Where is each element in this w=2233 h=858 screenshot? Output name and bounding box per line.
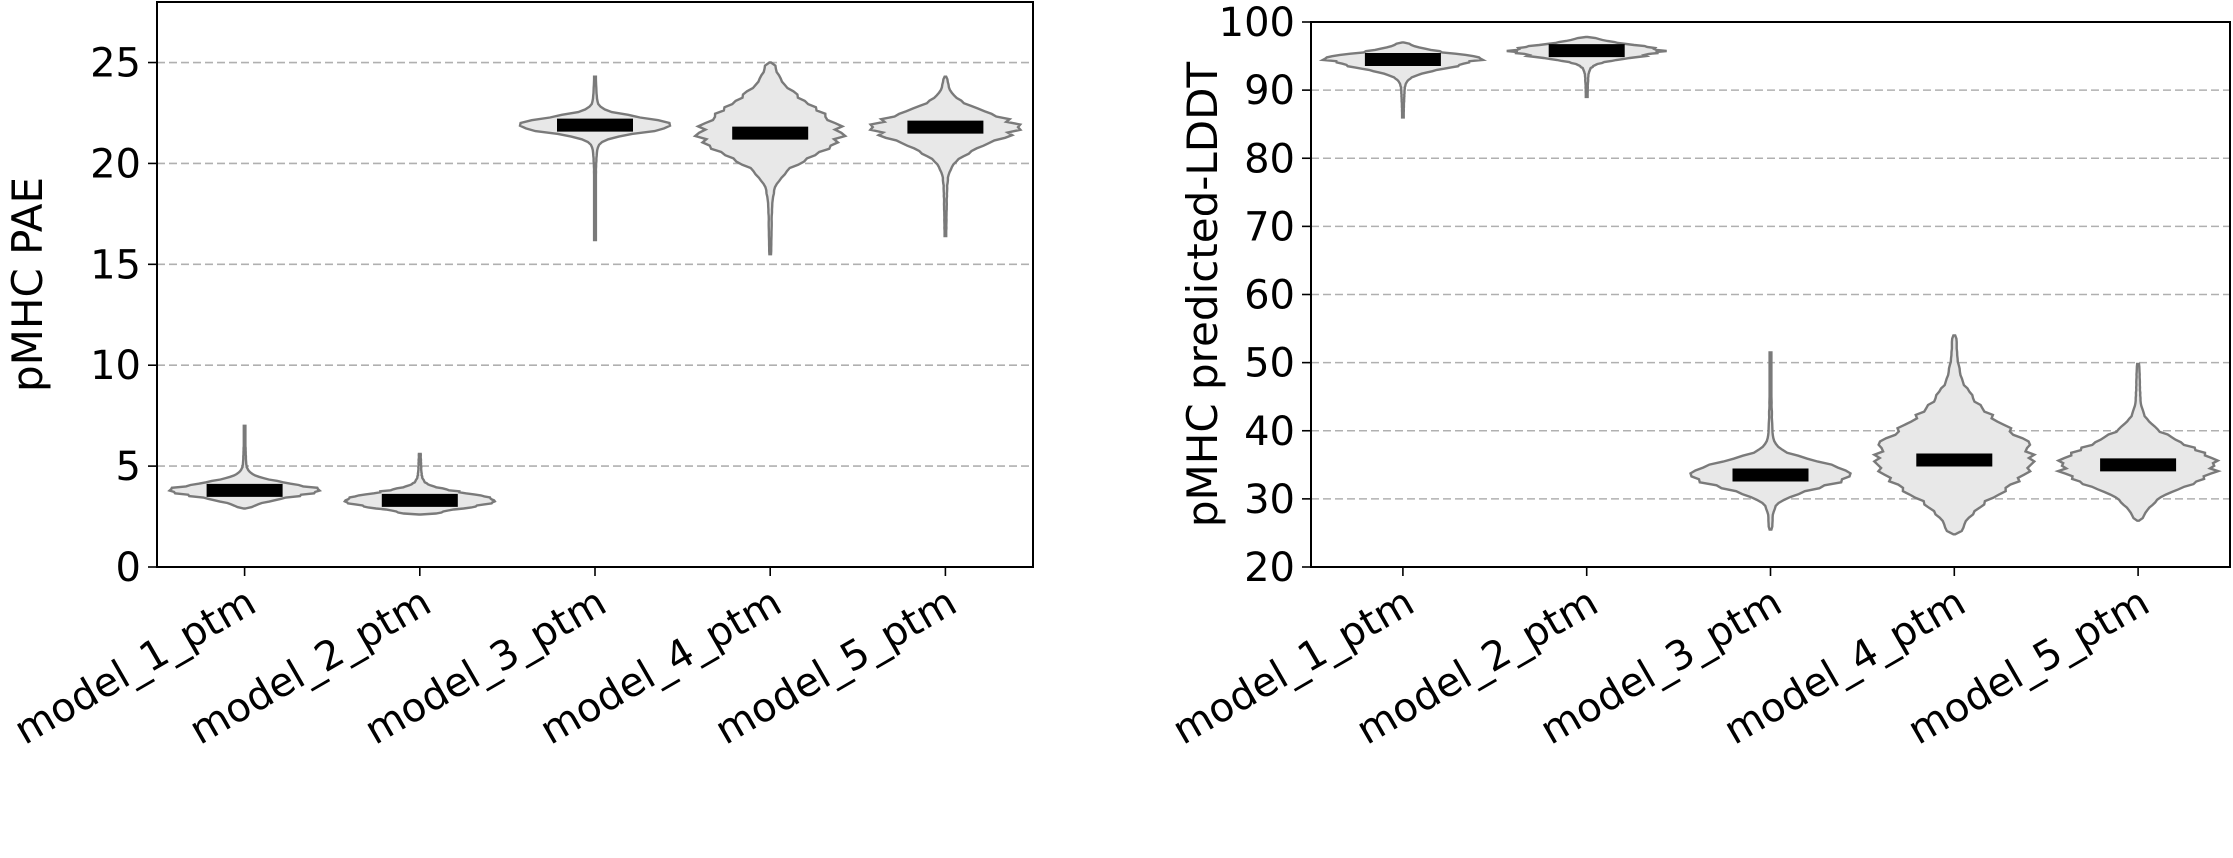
violin-model_1_ptm <box>1318 41 1488 119</box>
violin-model_5_ptm <box>868 75 1023 238</box>
y-tick-label: 90 <box>1244 68 1295 114</box>
y-tick-label: 20 <box>1244 545 1295 591</box>
y-tick-label: 25 <box>90 41 141 87</box>
violin-model_5_ptm <box>2054 362 2222 522</box>
violin-model_3_ptm <box>1689 351 1852 531</box>
y-tick-label: 30 <box>1244 477 1295 523</box>
y-tick-label: 20 <box>90 141 141 187</box>
violin-model_2_ptm <box>1506 35 1667 99</box>
y-axis-label: pMHC PAE <box>3 177 52 392</box>
y-tick-label: 0 <box>116 545 141 591</box>
y-tick-label: 100 <box>1219 0 1295 46</box>
y-tick-label: 80 <box>1244 136 1295 182</box>
y-tick-label: 60 <box>1244 273 1295 319</box>
y-tick-label: 50 <box>1244 341 1295 387</box>
y-tick-label: 70 <box>1244 204 1295 250</box>
y-tick-label: 10 <box>90 343 141 389</box>
y-tick-label: 40 <box>1244 409 1295 455</box>
violin-model_3_ptm <box>518 75 672 242</box>
y-axis-label: pMHC predicted-LDDT <box>1178 62 1227 528</box>
y-tick-label: 15 <box>90 242 141 288</box>
violin-model_4_ptm <box>1871 334 2038 536</box>
violin-model_4_ptm <box>692 61 848 256</box>
y-tick-label: 5 <box>116 444 141 490</box>
